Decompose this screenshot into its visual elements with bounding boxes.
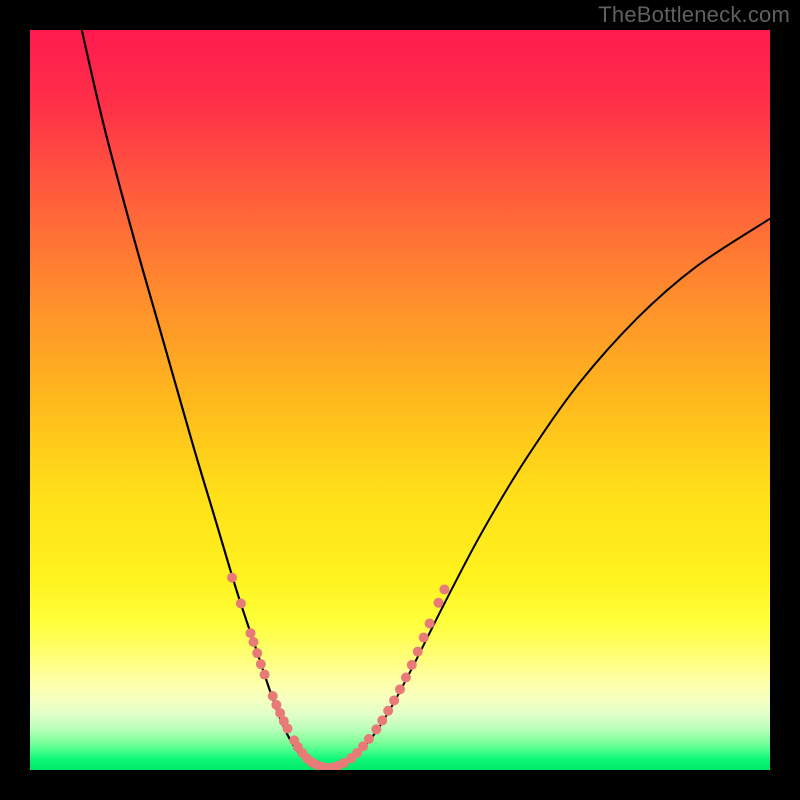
left-curve	[82, 30, 326, 768]
data-dot	[425, 618, 435, 628]
data-dot	[389, 695, 399, 705]
data-dot	[236, 599, 246, 609]
data-dot	[364, 734, 374, 744]
curves-layer	[30, 30, 770, 770]
data-dot	[371, 724, 381, 734]
data-dot	[248, 637, 258, 647]
data-dot	[439, 584, 449, 594]
data-dot	[401, 673, 411, 683]
right-curve	[326, 219, 770, 768]
data-dot	[407, 660, 417, 670]
data-dot	[256, 659, 266, 669]
data-dot	[433, 598, 443, 608]
data-dot	[283, 724, 293, 734]
watermark-text: TheBottleneck.com	[598, 2, 790, 28]
dot-overlay	[227, 573, 449, 770]
data-dot	[268, 691, 278, 701]
data-dot	[260, 670, 270, 680]
data-dot	[413, 647, 423, 657]
data-dot	[377, 715, 387, 725]
data-dot	[395, 684, 405, 694]
chart-container: TheBottleneck.com	[0, 0, 800, 800]
data-dot	[383, 706, 393, 716]
data-dot	[252, 648, 262, 658]
data-dot	[246, 628, 256, 638]
data-dot	[419, 633, 429, 643]
data-dot	[227, 573, 237, 583]
plot-area	[30, 30, 770, 770]
